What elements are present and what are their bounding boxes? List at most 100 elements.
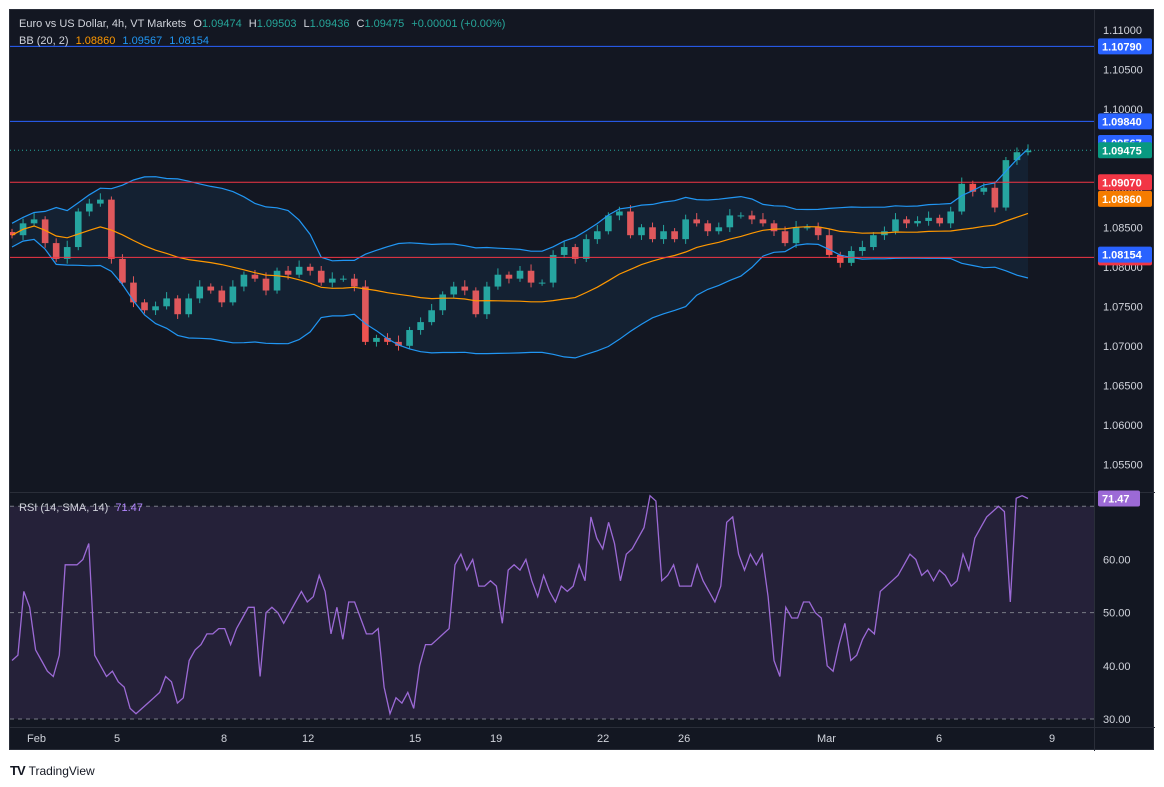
candle-body [593, 231, 601, 240]
candle-body [770, 223, 778, 232]
candle-body [174, 298, 181, 315]
candle-body [1024, 150, 1032, 153]
candle-body [63, 247, 71, 259]
rsi-tick-label: 30.00 [1103, 714, 1131, 726]
symbol-title: Euro vs US Dollar, 4h, VT Markets [19, 18, 187, 30]
price-badge [1098, 142, 1152, 159]
candle-body [262, 278, 270, 291]
time-tick-label: Feb [27, 733, 46, 745]
time-tick-label: 6 [936, 733, 942, 745]
candle-body [737, 215, 745, 217]
high-value: H1.09503 [249, 18, 297, 30]
low-label: L [303, 18, 310, 30]
candle-body [892, 219, 899, 232]
price-tick-label: 1.10000 [1103, 104, 1143, 116]
candle-body [969, 183, 977, 192]
time-tick-label: 5 [114, 733, 120, 745]
bb-label: BB (20, 2) [19, 35, 69, 47]
bb-lower-line [11, 238, 1029, 359]
chart-frame[interactable]: 1.110001.105001.100001.095001.090001.085… [9, 9, 1155, 751]
candle-body [582, 239, 590, 259]
candle-body [152, 306, 159, 311]
price-badge-label: 1.10790 [1102, 41, 1142, 53]
candle-body [52, 243, 60, 259]
tradingview-logo-icon: TV [10, 763, 26, 778]
candle-body [284, 270, 292, 275]
chart-svg[interactable]: 1.110001.105001.100001.095001.090001.085… [10, 10, 1155, 751]
bb-lower-value: 1.08154 [169, 35, 210, 47]
ohlc-legend: Euro vs US Dollar, 4h, VT Markets O1.094… [19, 18, 509, 30]
bb-basis-line [11, 212, 1029, 303]
rsi-label: RSI (14, SMA, 14) [19, 502, 109, 514]
bb-upper-line [11, 148, 1029, 262]
candle-body [538, 282, 546, 284]
change-value: +0.00001 (+0.00%) [411, 18, 506, 30]
rsi-tick-label: 50.00 [1103, 608, 1131, 620]
candle-body [461, 286, 469, 291]
candle-body [141, 302, 148, 311]
candle-body [638, 227, 645, 236]
candle-body [240, 274, 248, 287]
brand-name: TradingView [28, 763, 95, 778]
candle-body [870, 235, 877, 248]
candle-body [295, 266, 303, 275]
candle-body [914, 220, 921, 224]
candle-body [119, 258, 126, 283]
candle-body [406, 330, 413, 346]
candle-body [792, 227, 800, 244]
price-tick-label: 1.06500 [1103, 380, 1143, 392]
rsi-value-badge-label: 71.47 [1102, 493, 1130, 505]
tradingview-brand[interactable]: TV TradingView [10, 763, 95, 778]
open-label: O [193, 18, 202, 30]
candle-body [1002, 160, 1010, 208]
bb-mid-value: 1.08860 [75, 35, 116, 47]
close-value: C1.09475 [357, 18, 405, 30]
candle-body [196, 286, 204, 299]
candle-body [207, 286, 215, 291]
rsi-line [11, 494, 1029, 716]
candle-body [85, 203, 93, 212]
candle-body [947, 211, 955, 224]
candle-body [571, 247, 579, 259]
candle-body [549, 254, 557, 283]
close-label: C [356, 18, 365, 30]
candle-body [814, 227, 822, 236]
candle-body [1013, 152, 1021, 161]
bb-fill [12, 148, 1028, 358]
time-tick-label: 8 [221, 733, 227, 745]
candle-body [328, 278, 336, 283]
price-badge [1098, 190, 1152, 207]
candle-body [417, 322, 424, 331]
price-tick-label: 1.07000 [1103, 341, 1143, 353]
time-tick-label: Mar [817, 733, 836, 745]
rsi-legend[interactable]: RSI (14, SMA, 14) 71.47 [19, 502, 147, 514]
candle-body [450, 286, 458, 295]
candle-body [649, 227, 656, 240]
price-badge [1098, 174, 1152, 191]
candle-body [373, 337, 380, 342]
price-badge-label: 1.08154 [1102, 250, 1143, 262]
price-tick-label: 1.06000 [1103, 420, 1143, 432]
candle-body [991, 187, 999, 208]
candle-body [627, 211, 634, 236]
rsi-tick-label: 60.00 [1103, 554, 1131, 566]
price-badge-label: 1.09475 [1102, 145, 1142, 157]
bb-legend[interactable]: BB (20, 2) 1.08860 1.09567 1.08154 [19, 35, 213, 47]
candle-body [980, 187, 988, 192]
price-tick-label: 1.10500 [1103, 64, 1143, 76]
candle-body [704, 223, 712, 232]
candle-body [825, 235, 833, 255]
price-tick-label: 1.08500 [1103, 222, 1143, 234]
candle-body [74, 211, 82, 248]
candle-body [616, 211, 623, 216]
candle-body [395, 341, 402, 346]
price-badge [1098, 246, 1152, 263]
close-number: 1.09475 [364, 18, 405, 30]
candle-body [494, 274, 502, 287]
candle-body [859, 247, 866, 251]
time-tick-label: 9 [1049, 733, 1055, 745]
open-number: 1.09474 [201, 18, 242, 30]
candle-body [10, 232, 16, 236]
price-tick-label: 1.05500 [1103, 459, 1143, 471]
candle-body [682, 219, 689, 240]
